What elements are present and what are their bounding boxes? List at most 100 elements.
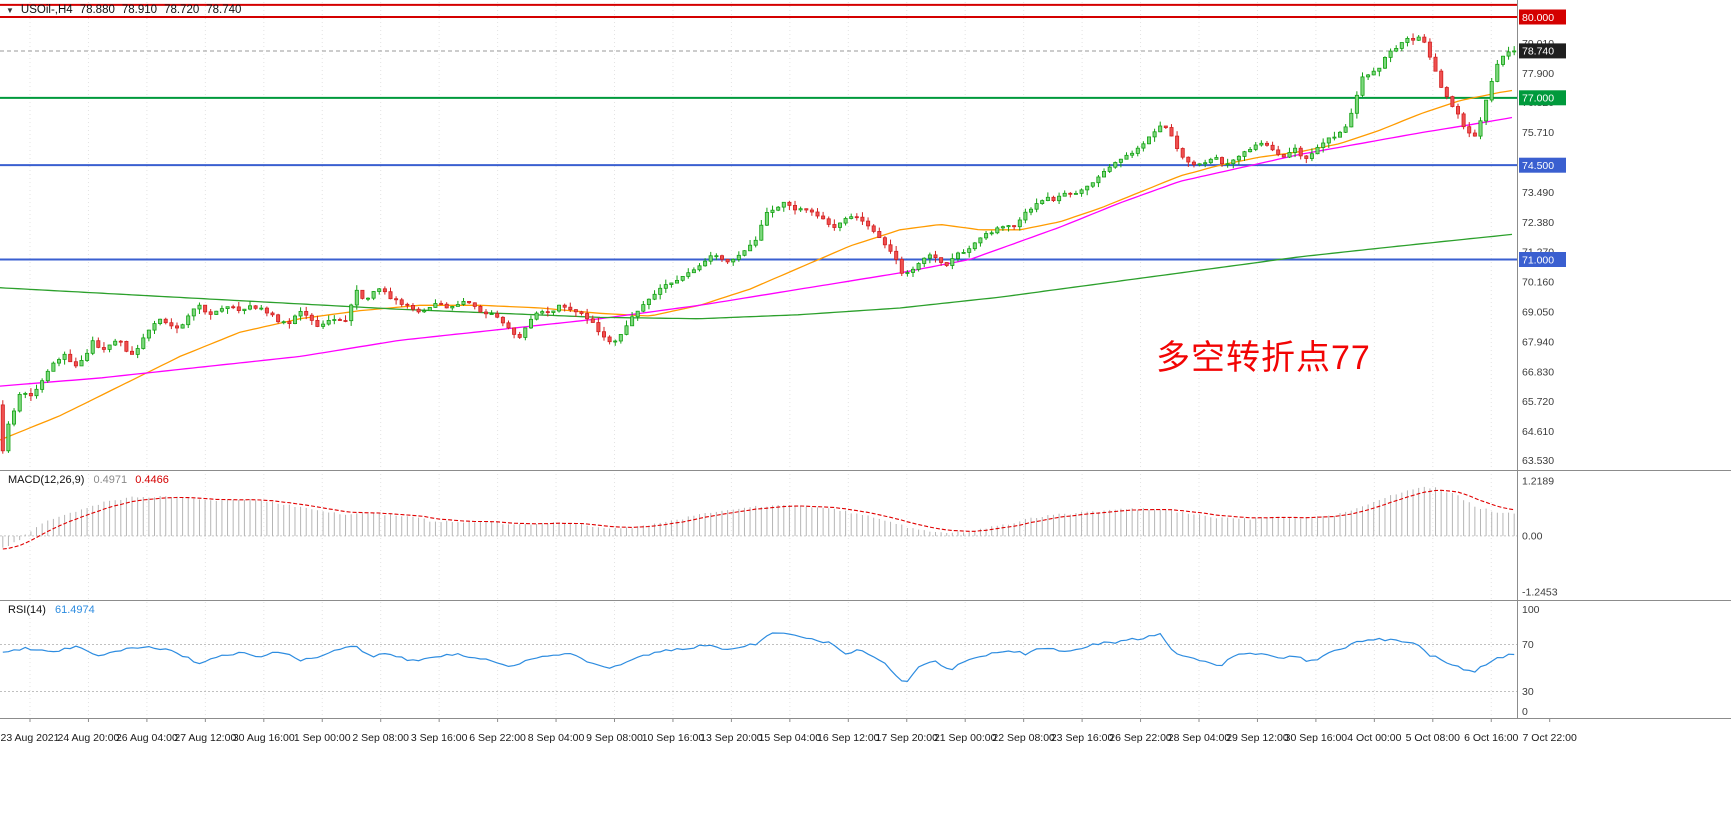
candle-body — [1394, 48, 1399, 52]
candle-body — [186, 315, 191, 326]
candle-body — [141, 337, 146, 349]
candle-body — [1399, 42, 1404, 49]
price-axis: 79.01077.90076.82075.71073.49072.38071.2… — [1519, 9, 1566, 718]
candle-body — [152, 323, 157, 331]
candle-body — [1377, 67, 1382, 72]
candle-body — [197, 304, 202, 310]
candle-body — [349, 304, 354, 322]
candle-body — [1163, 125, 1168, 129]
candle-body — [124, 340, 129, 352]
candle-body — [68, 353, 73, 363]
candle-body — [1236, 155, 1241, 161]
candle-body — [1371, 70, 1376, 76]
candle-body — [714, 255, 719, 258]
candle-body — [1152, 131, 1157, 138]
macd-panel-series — [2, 486, 1515, 550]
candle-body — [894, 250, 899, 260]
candle-body — [1175, 135, 1180, 150]
price-badge — [1519, 43, 1566, 59]
candle-body — [1034, 203, 1039, 210]
candle-body — [62, 353, 67, 360]
candle-body — [1281, 153, 1286, 158]
candle-body — [596, 322, 601, 333]
candle-body — [602, 331, 607, 338]
candle-body — [455, 304, 460, 307]
candle-body — [163, 318, 168, 324]
macd-signal-line — [2, 489, 1515, 550]
time-axis-label: 2 Sep 08:00 — [352, 732, 409, 744]
time-axis-label: 21 Sep 00:00 — [934, 732, 997, 744]
time-axis-label: 30 Sep 16:00 — [1285, 732, 1348, 744]
price-badge-text: 80.000 — [1522, 12, 1554, 24]
candle-body — [1135, 147, 1140, 154]
ma-fast-line — [0, 89, 1513, 441]
candle-body — [1304, 155, 1309, 159]
candle-body — [613, 340, 618, 343]
candle-body — [506, 322, 511, 329]
candle-body — [646, 298, 651, 306]
candle-body — [365, 297, 370, 300]
candle-body — [1315, 147, 1320, 155]
candle-body — [461, 300, 466, 305]
panel-borders — [0, 0, 1731, 719]
candle-body — [1107, 166, 1112, 172]
candle-body — [191, 308, 196, 317]
candle-body — [551, 310, 556, 313]
candle-body — [158, 318, 163, 325]
candle-body — [731, 258, 736, 263]
candle-body — [101, 347, 106, 350]
candle-body — [1276, 149, 1281, 155]
candle-body — [630, 316, 635, 327]
candle-body — [85, 352, 90, 361]
candle-body — [1456, 106, 1461, 115]
candle-body — [439, 303, 444, 305]
candle-body — [1444, 87, 1449, 98]
candle-body — [1029, 208, 1034, 213]
candle-body — [523, 327, 528, 338]
candle-body — [236, 306, 241, 311]
candle-body — [663, 284, 668, 289]
expand-arrow-icon[interactable]: ▼ — [6, 5, 14, 15]
moving-averages — [0, 89, 1513, 441]
candle-body — [11, 410, 16, 425]
candle-body — [377, 288, 382, 292]
price-badge-text: 71.000 — [1522, 254, 1554, 266]
candle-body — [219, 308, 224, 312]
candle-body — [1124, 154, 1129, 160]
candle-body — [512, 327, 517, 335]
time-axis-label: 17 Sep 20:00 — [876, 732, 939, 744]
candle-body — [242, 308, 247, 312]
candle-body — [259, 307, 264, 310]
vertical-gridlines — [29, 2, 1492, 718]
candle-body — [905, 272, 910, 274]
candle-body — [1158, 125, 1163, 133]
time-axis-label: 16 Sep 12:00 — [817, 732, 880, 744]
time-axis-label: 3 Sep 16:00 — [411, 732, 468, 744]
candle-body — [174, 325, 179, 329]
candle-body — [332, 319, 337, 321]
candle-body — [500, 316, 505, 324]
candle-body — [540, 311, 545, 314]
candle-body — [315, 319, 320, 327]
candle-body — [1338, 131, 1343, 138]
candle-body — [1501, 55, 1506, 65]
candle-body — [781, 201, 786, 208]
candle-body — [1478, 120, 1483, 137]
candle-body — [725, 258, 730, 263]
candle-body — [1225, 163, 1230, 166]
candle-body — [1366, 74, 1371, 78]
candle-body — [472, 302, 477, 307]
candle-body — [635, 310, 640, 318]
price-axis-label: 69.050 — [1522, 307, 1554, 319]
time-axis-label: 5 Oct 08:00 — [1406, 732, 1460, 744]
candle-body — [433, 303, 438, 308]
candle-body — [208, 311, 213, 315]
price-axis-label: 75.710 — [1522, 127, 1554, 139]
price-axis-label: 73.490 — [1522, 187, 1554, 199]
candle-body — [776, 206, 781, 211]
candle-body — [146, 329, 151, 339]
candle-body — [950, 258, 955, 266]
candle-body — [972, 242, 977, 250]
